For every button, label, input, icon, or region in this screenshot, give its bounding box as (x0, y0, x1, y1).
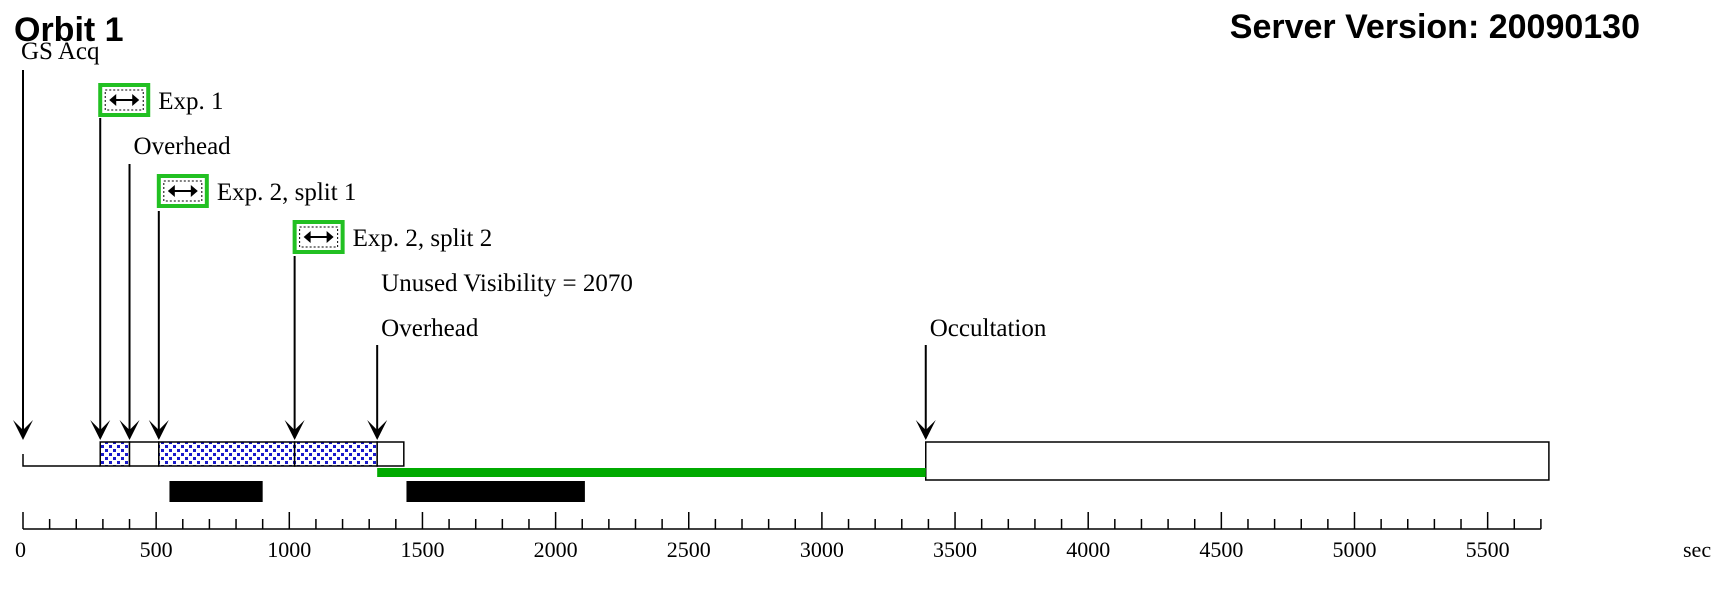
server-version: Server Version: 20090130 (1230, 8, 1640, 46)
gs-acq-segment (22, 454, 101, 467)
unused-visibility-bar (377, 468, 926, 477)
double-arrow-icon (292, 220, 345, 254)
tick-label: 3000 (800, 537, 844, 562)
event-gs-acq: GS Acq (13, 38, 100, 440)
event-exp-1: Exp. 1 (90, 83, 224, 440)
occultation-segment (925, 441, 1550, 481)
arrow-down-icon (148, 420, 169, 440)
event-markers: GS Acq Exp. 1 Overhead Exp. 2, split 1 Exp. … (13, 38, 1047, 440)
tick-label: 4000 (1066, 537, 1110, 562)
tick-label: 0 (15, 537, 26, 562)
arrow-down-icon (284, 420, 305, 440)
tick-label: 2000 (534, 537, 578, 562)
guide-star-bars (169, 481, 585, 502)
event-overhead-1: Overhead (119, 133, 232, 440)
double-arrow-icon (156, 174, 209, 208)
event-label: GS Acq (21, 38, 100, 65)
event-label: Exp. 2, split 2 (353, 225, 493, 252)
guide-star-bar (169, 481, 263, 502)
tick-label: 5000 (1333, 537, 1377, 562)
event-label: Overhead (381, 315, 479, 342)
event-label: Exp. 1 (158, 88, 223, 115)
overhead-1-segment (128, 441, 160, 467)
event-label: Occultation (930, 315, 1047, 342)
tick-label: 1500 (400, 537, 444, 562)
timeline-segments (22, 441, 1550, 481)
time-axis: 0 500 1000 1500 2000 2500 3000 3500 4000 4500 5000… (15, 512, 1711, 562)
overhead-2-segment (376, 441, 405, 467)
guide-star-bar (406, 481, 585, 502)
event-label: Exp. 2, split 1 (217, 179, 357, 206)
arrow-down-icon (915, 420, 936, 440)
arrow-down-icon (119, 420, 140, 440)
event-exp-2-split-2: Exp. 2, split 2 (284, 220, 493, 440)
tick-label: 500 (140, 537, 173, 562)
event-label: Overhead (134, 133, 232, 160)
axis-unit: sec (1683, 537, 1711, 562)
event-overhead-2: Overhead (367, 315, 479, 440)
event-exp-2-split-1: Exp. 2, split 1 (148, 174, 357, 440)
event-label: Unused Visibility = 2070 (381, 270, 633, 297)
tick-label: 4500 (1199, 537, 1243, 562)
double-arrow-icon (98, 83, 151, 117)
exp-1-segment (99, 441, 131, 467)
tick-label: 3500 (933, 537, 977, 562)
tick-label: 5500 (1466, 537, 1510, 562)
tick-label: 2500 (667, 537, 711, 562)
tick-label: 1000 (267, 537, 311, 562)
event-occultation: Occultation (915, 315, 1047, 440)
event-unused-visibility: Unused Visibility = 2070 (381, 270, 633, 297)
exp-2-split-2-segment (293, 441, 378, 467)
arrow-down-icon (367, 420, 388, 440)
orbit-title: Orbit 1 (14, 11, 124, 49)
arrow-down-icon (13, 420, 33, 440)
arrow-down-icon (90, 420, 111, 440)
exp-2-split-1-segment (158, 441, 296, 467)
